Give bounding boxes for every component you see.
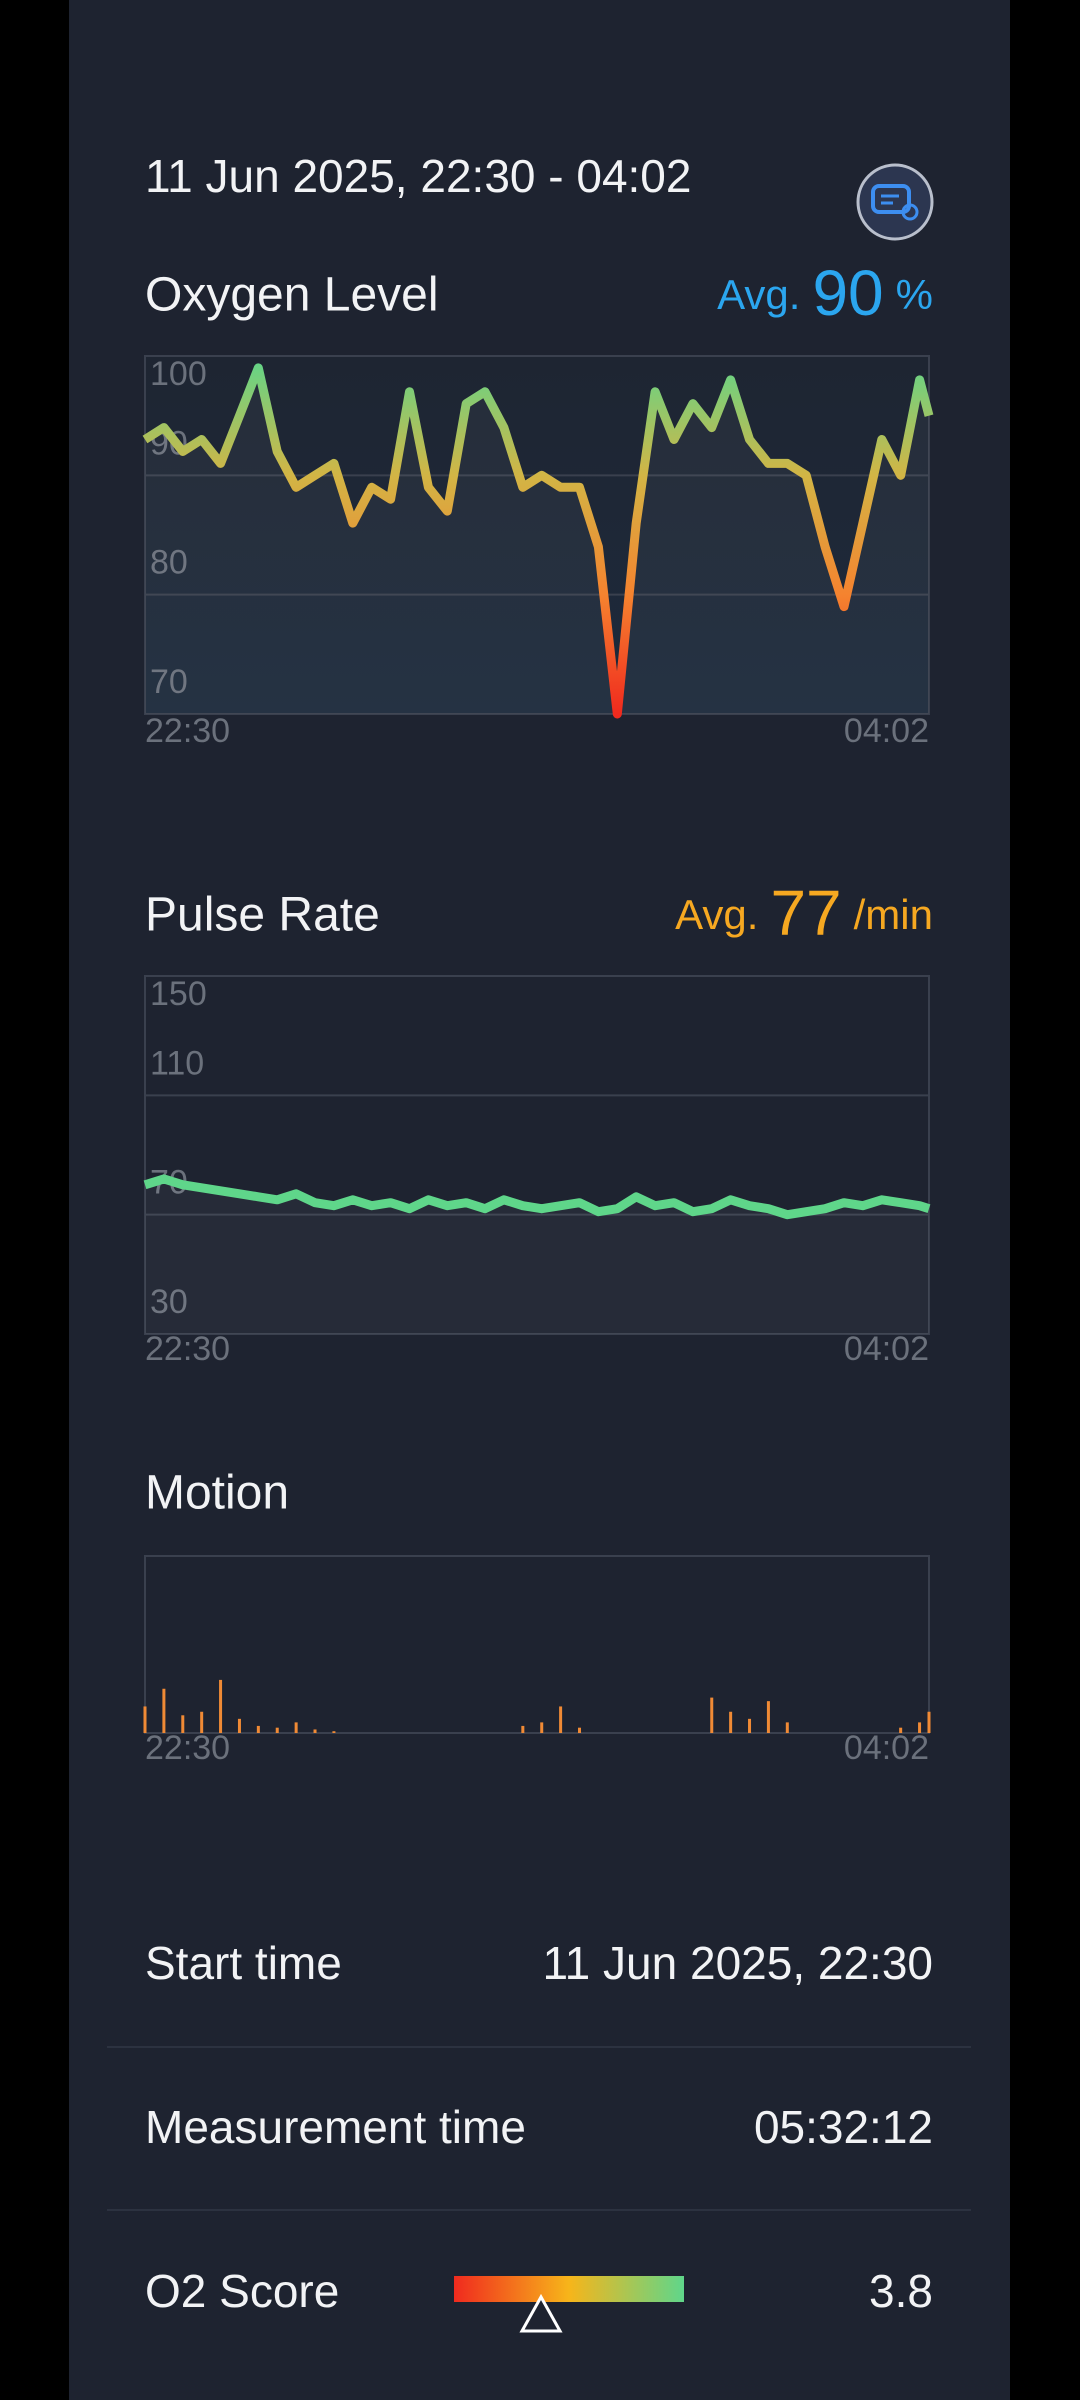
date-range: 11 Jun 2025, 22:30 - 04:02 xyxy=(145,150,691,202)
bar xyxy=(927,1711,931,1733)
y-tick-label: 70 xyxy=(150,663,188,701)
bar xyxy=(200,1711,204,1733)
average: Avg. 77/min xyxy=(675,877,933,949)
bar xyxy=(578,1727,582,1733)
chart-area xyxy=(144,355,930,715)
x-tick-label: 22:30 xyxy=(145,712,230,750)
y-tick-label: 80 xyxy=(150,544,188,582)
y-tick-label: 30 xyxy=(150,1283,188,1321)
chart-area xyxy=(144,975,930,1335)
detail-value: 11 Jun 2025, 22:30 xyxy=(543,1937,933,1989)
x-tick-label: 22:30 xyxy=(145,1729,230,1767)
x-tick-label: 22:30 xyxy=(145,1330,230,1368)
average-unit: % xyxy=(896,271,933,318)
y-tick-label: 100 xyxy=(150,355,207,393)
bar xyxy=(918,1722,922,1733)
chart-title: Motion xyxy=(145,1467,289,1520)
average-label: Avg. xyxy=(675,891,758,938)
average-label: Avg. xyxy=(717,271,800,318)
bar xyxy=(332,1731,336,1733)
report-button[interactable] xyxy=(856,163,934,241)
detail-value: 3.8 xyxy=(869,2265,933,2317)
bar xyxy=(710,1697,714,1733)
bar xyxy=(237,1718,241,1733)
x-tick-label: 04:02 xyxy=(844,1330,929,1368)
y-tick-label: 110 xyxy=(150,1044,204,1082)
data-line xyxy=(142,363,934,719)
bar xyxy=(294,1722,298,1733)
data-line xyxy=(143,1174,931,1220)
bar xyxy=(181,1715,185,1733)
average: Avg. 90% xyxy=(717,257,933,329)
x-tick-label: 04:02 xyxy=(844,712,929,750)
score-bar xyxy=(454,2276,684,2302)
bar xyxy=(729,1711,733,1733)
bar xyxy=(540,1722,544,1733)
bar xyxy=(143,1706,147,1733)
bar xyxy=(219,1679,223,1733)
bar xyxy=(521,1725,525,1733)
bar xyxy=(256,1725,260,1733)
detail-value: 05:32:12 xyxy=(754,2101,933,2153)
area-shade xyxy=(145,367,929,714)
bar xyxy=(275,1727,279,1733)
detail-label: Measurement time xyxy=(145,2101,526,2153)
score-marker xyxy=(519,2293,563,2333)
average-value: 77 xyxy=(770,877,841,949)
y-tick-label: 150 xyxy=(150,975,207,1013)
chart-title: Pulse Rate xyxy=(145,889,380,942)
area-shade xyxy=(145,1178,929,1334)
average-value: 90 xyxy=(812,257,883,329)
bar xyxy=(766,1701,770,1733)
average-unit: /min xyxy=(854,891,933,938)
bar xyxy=(785,1722,789,1733)
bar xyxy=(748,1718,752,1733)
x-tick-label: 04:02 xyxy=(844,1729,929,1767)
bar xyxy=(899,1727,903,1733)
detail-label: O2 Score xyxy=(145,2265,339,2317)
chart-title: Oxygen Level xyxy=(145,269,439,322)
bar xyxy=(559,1706,563,1733)
detail-label: Start time xyxy=(145,1937,342,1989)
bar xyxy=(162,1688,166,1733)
chart-area xyxy=(144,1555,930,1734)
bar xyxy=(313,1729,317,1733)
